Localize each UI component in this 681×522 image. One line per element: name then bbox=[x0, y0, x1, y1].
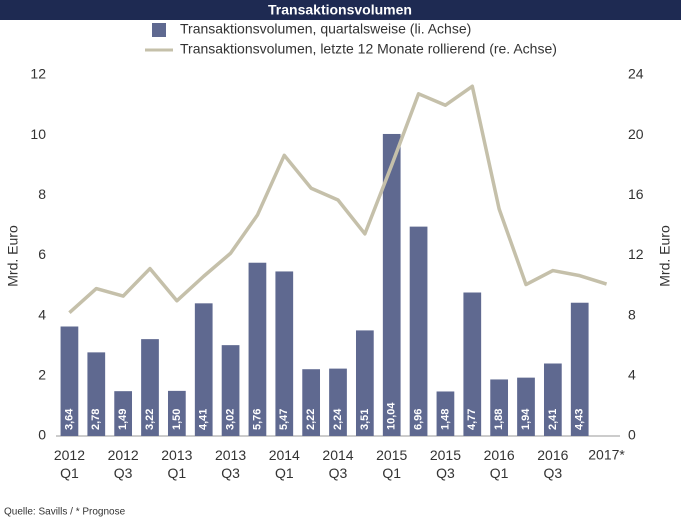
x-tick-label-line: 2015 bbox=[430, 447, 461, 463]
data-label: 5,47 bbox=[278, 409, 290, 430]
line bbox=[68, 84, 608, 314]
data-label: 1,88 bbox=[493, 409, 505, 430]
data-label: 1,94 bbox=[520, 408, 532, 430]
x-tick-label: 2016 Q3 bbox=[537, 447, 568, 481]
x-tick-label: 2015 Q3 bbox=[430, 447, 461, 481]
y2-tick-label: 0 bbox=[628, 427, 636, 443]
data-label: 4,43 bbox=[574, 409, 586, 430]
bar bbox=[490, 379, 509, 436]
x-tick-label-line: 2013 bbox=[161, 447, 192, 463]
y2-tick-label: 16 bbox=[628, 186, 644, 202]
data-label: 3,02 bbox=[224, 409, 236, 430]
data-label: 6,96 bbox=[412, 409, 424, 430]
x-tick-label: 2012 Q1 bbox=[54, 447, 85, 481]
data-label: 3,64 bbox=[63, 408, 75, 430]
y-tick-label: 10 bbox=[30, 126, 46, 142]
y2-tick-label: 12 bbox=[628, 246, 644, 262]
bar bbox=[436, 391, 455, 436]
y-tick-label: 12 bbox=[30, 66, 46, 82]
data-label: 2,41 bbox=[547, 409, 559, 430]
x-tick-label-line: 2015 bbox=[376, 447, 407, 463]
data-label: 1,48 bbox=[439, 409, 451, 430]
bar bbox=[87, 352, 106, 436]
y-axis-label: Mrd. Euro bbox=[5, 225, 21, 287]
x-tick-label-line: Q1 bbox=[490, 465, 509, 481]
x-tick-label: 2016 Q1 bbox=[484, 447, 515, 481]
bar bbox=[275, 271, 294, 436]
x-tick-label-line: Q3 bbox=[114, 465, 133, 481]
y-tick-label: 0 bbox=[38, 427, 46, 443]
x-tick-label-line: Q3 bbox=[329, 465, 348, 481]
data-label: 3,22 bbox=[144, 409, 156, 430]
y2-axis-label: Mrd. Euro bbox=[657, 225, 673, 287]
x-tick-label-line: Q3 bbox=[436, 465, 455, 481]
source: Quelle: Savills / * Prognose bbox=[4, 507, 126, 518]
x-tick-label: 2014 Q1 bbox=[269, 447, 300, 481]
x-tick-label-line: 2016 bbox=[537, 447, 568, 463]
bar bbox=[517, 377, 535, 436]
bar bbox=[570, 302, 589, 436]
data-label: 1,49 bbox=[117, 409, 129, 430]
x-tick-label: 2013 Q1 bbox=[161, 447, 192, 481]
data-label: 3,51 bbox=[359, 409, 371, 430]
bar bbox=[141, 339, 159, 436]
x-tick-label-line: 2016 bbox=[484, 447, 515, 463]
data-label: 2,78 bbox=[90, 409, 102, 430]
x-tick-label-line: 2013 bbox=[215, 447, 246, 463]
x-tick-label: 2015 Q1 bbox=[376, 447, 407, 481]
x-tick-label: 2013 Q3 bbox=[215, 447, 246, 481]
x-tick-label: 2014 Q3 bbox=[322, 447, 353, 481]
data-label: 1,50 bbox=[171, 409, 183, 430]
x-tick-label: 2017* bbox=[588, 447, 625, 463]
y-tick-label: 2 bbox=[38, 367, 46, 383]
x-tick-label-line: Q3 bbox=[544, 465, 563, 481]
bar bbox=[194, 303, 213, 436]
bar bbox=[463, 292, 482, 436]
x-tick-label-line: 2012 bbox=[54, 447, 85, 463]
bar bbox=[60, 326, 79, 436]
y2-tick-label: 8 bbox=[628, 306, 636, 322]
chart-title: Transaktionsvolumen bbox=[268, 2, 412, 18]
bar bbox=[543, 363, 562, 436]
x-tick-label-line: 2012 bbox=[108, 447, 139, 463]
x-tick-label-line: Q1 bbox=[382, 465, 401, 481]
bar bbox=[355, 330, 374, 436]
data-label: 2,22 bbox=[305, 409, 317, 430]
bar bbox=[409, 226, 428, 436]
data-label: 4,41 bbox=[198, 409, 210, 430]
x-tick-label-line: 2014 bbox=[322, 447, 353, 463]
y-tick-label: 8 bbox=[38, 186, 46, 202]
y-tick-label: 6 bbox=[38, 246, 46, 262]
y2-tick-label: 24 bbox=[628, 66, 644, 82]
bar bbox=[248, 262, 267, 436]
x-tick-label-line: Q1 bbox=[168, 465, 187, 481]
bar bbox=[302, 369, 321, 436]
x-tick-label-line: Q1 bbox=[275, 465, 294, 481]
legend-swatch bbox=[152, 23, 166, 37]
bar bbox=[382, 133, 401, 437]
data-label: 2,24 bbox=[332, 408, 344, 430]
bar bbox=[329, 368, 347, 436]
legend-label: Transaktionsvolumen, letzte 12 Monate ro… bbox=[180, 41, 557, 57]
title-bar bbox=[0, 0, 681, 20]
y2-tick-label: 4 bbox=[628, 367, 636, 383]
x-tick-label-line: 2014 bbox=[269, 447, 300, 463]
x-tick-label: 2012 Q3 bbox=[108, 447, 139, 481]
y-tick-label: 4 bbox=[38, 306, 46, 322]
bar bbox=[114, 391, 133, 436]
y2-tick-label: 20 bbox=[628, 126, 644, 142]
bar bbox=[167, 390, 186, 436]
bar bbox=[221, 345, 240, 436]
data-label: 10,04 bbox=[386, 402, 398, 430]
x-tick-label-line: Q1 bbox=[60, 465, 79, 481]
x-tick-label-line: Q3 bbox=[221, 465, 240, 481]
legend-label: Transaktionsvolumen, quartalsweise (li. … bbox=[180, 21, 471, 37]
data-label: 4,77 bbox=[466, 409, 478, 430]
data-label: 5,76 bbox=[251, 409, 263, 430]
